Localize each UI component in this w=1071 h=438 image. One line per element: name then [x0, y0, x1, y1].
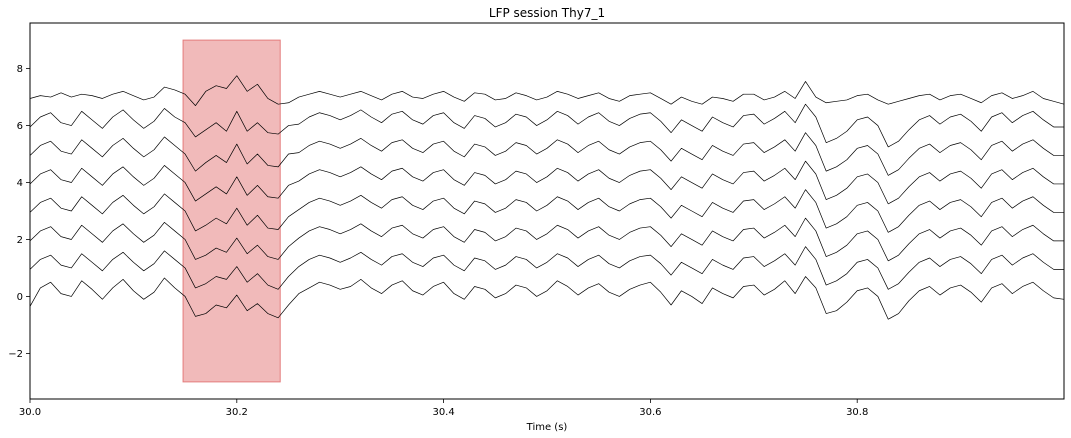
y-tick-label: 2: [17, 235, 23, 246]
x-tick-label: 30.0: [19, 407, 41, 418]
highlight-layer: [182, 39, 281, 383]
y-tick-label: 6: [17, 121, 23, 132]
lfp-trace-8: [29, 75, 1065, 106]
y-axis: −2 0 2 4 6 8: [8, 64, 30, 360]
lfp-trace-2: [29, 246, 1064, 290]
x-tick-label: 30.6: [639, 407, 661, 418]
lfp-trace-4: [29, 189, 1064, 233]
plot-frame: [29, 22, 1065, 400]
x-tick-label: 30.2: [226, 407, 248, 418]
trace-group: [29, 75, 1065, 320]
x-tick-label: 30.8: [846, 407, 868, 418]
lfp-trace-6: [29, 132, 1064, 176]
lfp-trace-3: [29, 217, 1064, 262]
highlight-region: [182, 39, 281, 383]
y-tick-label: 4: [17, 178, 23, 189]
x-axis-label: Time (s): [526, 422, 568, 433]
y-tick-label: −2: [8, 349, 23, 360]
lfp-trace-1: [29, 276, 1065, 320]
x-tick-label: 30.4: [432, 407, 454, 418]
y-tick-label: 0: [17, 292, 23, 303]
lfp-trace-7: [29, 103, 1064, 148]
lfp-trace-5: [29, 160, 1064, 205]
y-tick-label: 8: [17, 64, 23, 75]
chart-title: LFP session Thy7_1: [489, 6, 605, 20]
x-axis: 30.0 30.2 30.4 30.6 30.8: [19, 399, 868, 418]
